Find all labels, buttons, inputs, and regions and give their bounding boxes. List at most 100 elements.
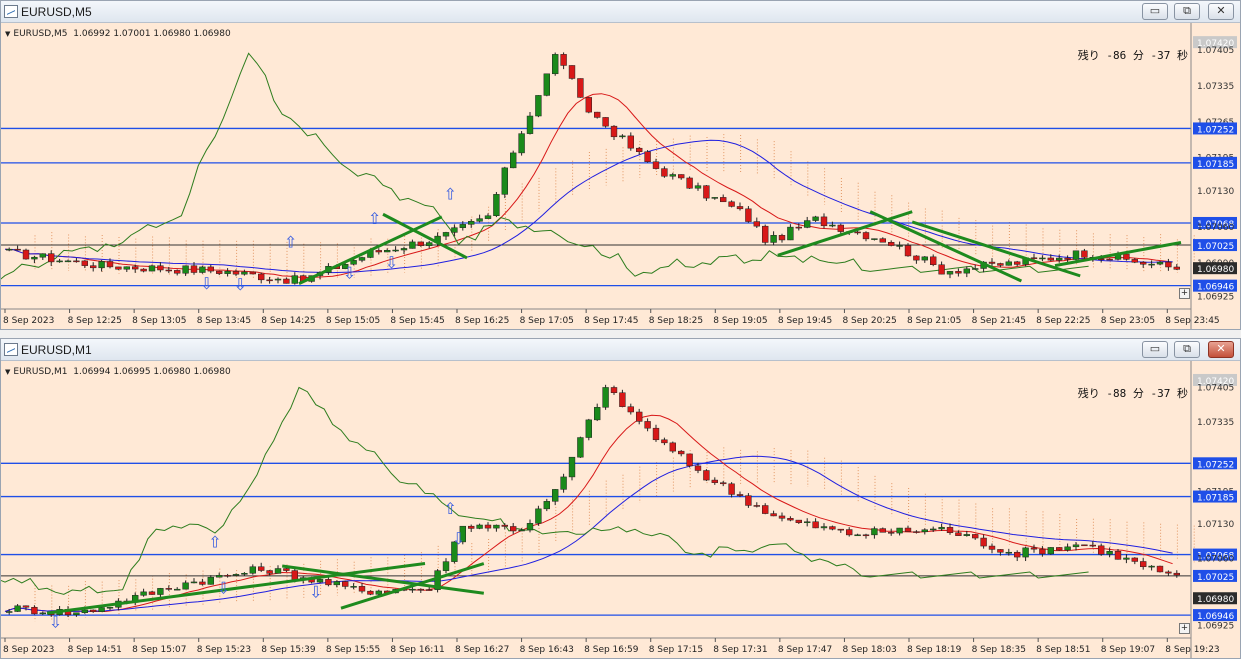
window-titlebar[interactable]: EURUSD,M1 ▭ ⧉ ✕: [1, 339, 1240, 361]
candle-body: [258, 273, 265, 281]
time-tick-label: 8 Sep 17:05: [520, 316, 574, 326]
price-tag: [1193, 569, 1237, 582]
add-indicator-plus-icon[interactable]: +: [1179, 623, 1190, 634]
close-button[interactable]: ✕: [1208, 341, 1234, 358]
close-button[interactable]: ✕: [1208, 3, 1234, 20]
time-tick-label: 8 Sep 15:39: [261, 645, 316, 655]
candle-body: [669, 442, 676, 452]
candle-body: [804, 521, 811, 523]
price-chart[interactable]: ⇩⇩⇧⇩⇧⇩⇧1.074201.074051.073351.072651.072…: [1, 23, 1240, 329]
window-title: EURUSD,M5: [21, 5, 92, 19]
candle-body: [115, 266, 122, 270]
time-tick-label: 8 Sep 16:27: [455, 645, 509, 655]
candle-body: [686, 453, 693, 467]
candle-body: [174, 270, 181, 274]
candle-body: [316, 579, 324, 583]
time-tick-label: 8 Sep 17:47: [778, 645, 832, 655]
time-tick-label: 8 Sep 13:05: [132, 316, 186, 326]
collapse-triangle-icon[interactable]: ▼: [5, 30, 11, 38]
candles: [6, 52, 1180, 285]
candle-body: [1140, 262, 1147, 265]
candle-body: [501, 524, 508, 527]
price-chart[interactable]: ⇩⇧⇩⇩⇧⇩1.074201.074051.073351.072521.0719…: [1, 361, 1240, 658]
candle-body: [963, 268, 970, 274]
down-arrow-icon: ⇩: [49, 612, 62, 631]
candle-body: [1123, 253, 1130, 260]
candle-body: [224, 271, 231, 274]
chart-window-icon: [4, 5, 18, 18]
candle-body: [224, 575, 231, 577]
candle-body: [560, 54, 567, 66]
time-tick-label: 8 Sep 15:05: [326, 316, 380, 326]
candle-body: [442, 232, 450, 237]
candle-body: [31, 256, 38, 260]
candle-body: [795, 226, 802, 229]
candle-body: [501, 167, 508, 195]
candle-body: [98, 607, 105, 612]
chart-canvas[interactable]: ⇩⇧⇩⇩⇧⇩1.074201.074051.073351.072521.0719…: [1, 361, 1240, 658]
minimize-button[interactable]: ▭: [1142, 341, 1168, 358]
candle-body: [930, 528, 937, 531]
candle-body: [1081, 250, 1088, 258]
candle-body: [879, 238, 886, 243]
price-tag-label: 1.07025: [1197, 573, 1234, 583]
candle-body: [73, 612, 80, 616]
candle-body: [930, 256, 937, 265]
price-tag: [1193, 279, 1237, 292]
candle-body: [417, 588, 424, 591]
candle-body: [946, 527, 954, 533]
candle-body: [1148, 565, 1155, 568]
minimize-button[interactable]: ▭: [1142, 3, 1168, 20]
down-arrow-icon: ⇩: [233, 275, 246, 294]
candle-body: [1081, 544, 1088, 547]
candle-body: [199, 266, 206, 273]
candle-body: [543, 501, 550, 510]
candle-body: [594, 111, 601, 118]
candle-body: [274, 568, 282, 574]
price-tag: [1193, 609, 1237, 622]
collapse-triangle-icon[interactable]: ▼: [5, 368, 11, 376]
candle-body: [48, 253, 55, 263]
time-tick-label: 8 Sep 18:25: [649, 316, 703, 326]
candle-body: [938, 527, 945, 530]
price-tick-label: 1.06925: [1197, 622, 1234, 632]
price-tag: [1193, 457, 1237, 470]
candle-body: [1156, 565, 1164, 573]
candle-body: [820, 216, 828, 227]
restore-button[interactable]: ⧉: [1174, 3, 1200, 20]
candle-body: [207, 576, 214, 585]
down-arrow-icon: ⇩: [200, 274, 213, 293]
chart-canvas[interactable]: ⇩⇩⇧⇩⇧⇩⇧1.074201.074051.073351.072651.072…: [1, 23, 1240, 329]
candle-body: [1140, 561, 1147, 568]
down-arrow-icon: ⇩: [343, 263, 356, 282]
candle-body: [283, 568, 290, 571]
price-tag: [1193, 36, 1237, 49]
candle-body: [165, 269, 172, 272]
price-tick-label: 1.07405: [1197, 46, 1234, 56]
candle-body: [258, 566, 265, 571]
ohlc-values: 1.06994 1.06995 1.06980 1.06980: [73, 367, 231, 377]
restore-button[interactable]: ⧉: [1174, 341, 1200, 358]
candle-body: [518, 133, 525, 154]
add-indicator-plus-icon[interactable]: +: [1179, 288, 1190, 299]
candle-body: [720, 482, 727, 485]
candle-body: [6, 248, 13, 251]
candle-body: [81, 260, 88, 266]
candles: [6, 384, 1180, 618]
chart-window-m1[interactable]: EURUSD,M1 ▭ ⧉ ✕ ⇩ ⇧ ⇩ ⇩ ⇧ ⇩ 1.07420 1.07405 1.07…: [0, 338, 1241, 659]
time-tick-label: 8 Sep 19:05: [713, 316, 767, 326]
time-tick-label: 8 Sep 2023: [3, 645, 54, 655]
window-titlebar[interactable]: EURUSD,M5 ▭ ⧉ ✕: [1, 1, 1240, 23]
candle-body: [526, 115, 534, 134]
price-tag-label: 1.07420: [1197, 39, 1234, 49]
candle-body: [736, 494, 744, 496]
candle-body: [552, 489, 559, 502]
chart-window-m5[interactable]: EURUSD,M5 ▭ ⧉ ✕ ⇩ ⇩ ⇧ ⇩ ⇧ ⇩ ⇧ 1.07420 1.07405 1.0…: [0, 0, 1241, 330]
candle-body: [871, 238, 878, 240]
trend-line: [281, 564, 485, 595]
price-tag: [1193, 122, 1237, 135]
bar-timer: 残り -88 分 -37 秒: [1077, 387, 1188, 400]
candle-body: [384, 250, 391, 253]
candle-body: [232, 574, 240, 576]
candle-body: [207, 266, 214, 272]
